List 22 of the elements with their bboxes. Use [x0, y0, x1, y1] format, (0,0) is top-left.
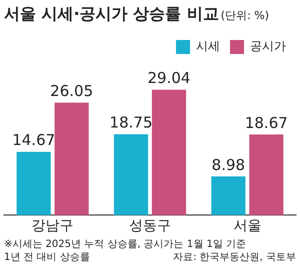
x-tick-label: 강남구 — [32, 218, 74, 234]
chart-subtitle: (단위: %) — [220, 9, 270, 22]
text: 자료: 한국부동산원, 국토부 — [173, 252, 296, 263]
x-tick-label: 서울 — [233, 218, 262, 234]
legend-label: 시세 — [196, 39, 220, 54]
bar — [16, 152, 51, 216]
text: 1년 전 대비 상승률 — [4, 252, 90, 263]
data-label: 18.75 — [110, 114, 152, 132]
data-label: 18.67 — [244, 114, 288, 132]
chart-title: 서울 시세·공시가 상승률 비교 — [4, 4, 219, 23]
bar — [54, 102, 89, 216]
bar — [114, 134, 148, 216]
legend-label: 공시가 — [250, 39, 286, 54]
data-label: 8.98 — [212, 156, 246, 174]
bar — [152, 90, 186, 216]
text: ※시세는 2025년 누적 상승률, 공시가는 1월 1일 기준 — [4, 238, 247, 251]
bar — [211, 176, 246, 216]
data-label: 26.05 — [50, 82, 94, 100]
bar — [249, 134, 284, 216]
data-label: 14.67 — [12, 131, 56, 150]
x-tick-label: 성동구 — [129, 218, 171, 234]
data-label: 29.04 — [148, 69, 190, 88]
